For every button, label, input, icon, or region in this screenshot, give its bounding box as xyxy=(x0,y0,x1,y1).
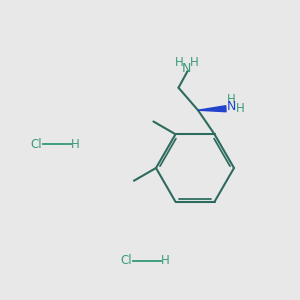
Text: H: H xyxy=(226,93,236,106)
Text: Cl: Cl xyxy=(30,137,42,151)
Text: H: H xyxy=(236,102,244,115)
Text: N: N xyxy=(182,62,191,75)
Text: H: H xyxy=(190,56,199,69)
Text: H: H xyxy=(175,56,184,69)
Polygon shape xyxy=(198,106,226,112)
Text: H: H xyxy=(70,137,80,151)
Text: H: H xyxy=(160,254,169,268)
Text: Cl: Cl xyxy=(120,254,132,268)
Text: N: N xyxy=(226,100,236,113)
